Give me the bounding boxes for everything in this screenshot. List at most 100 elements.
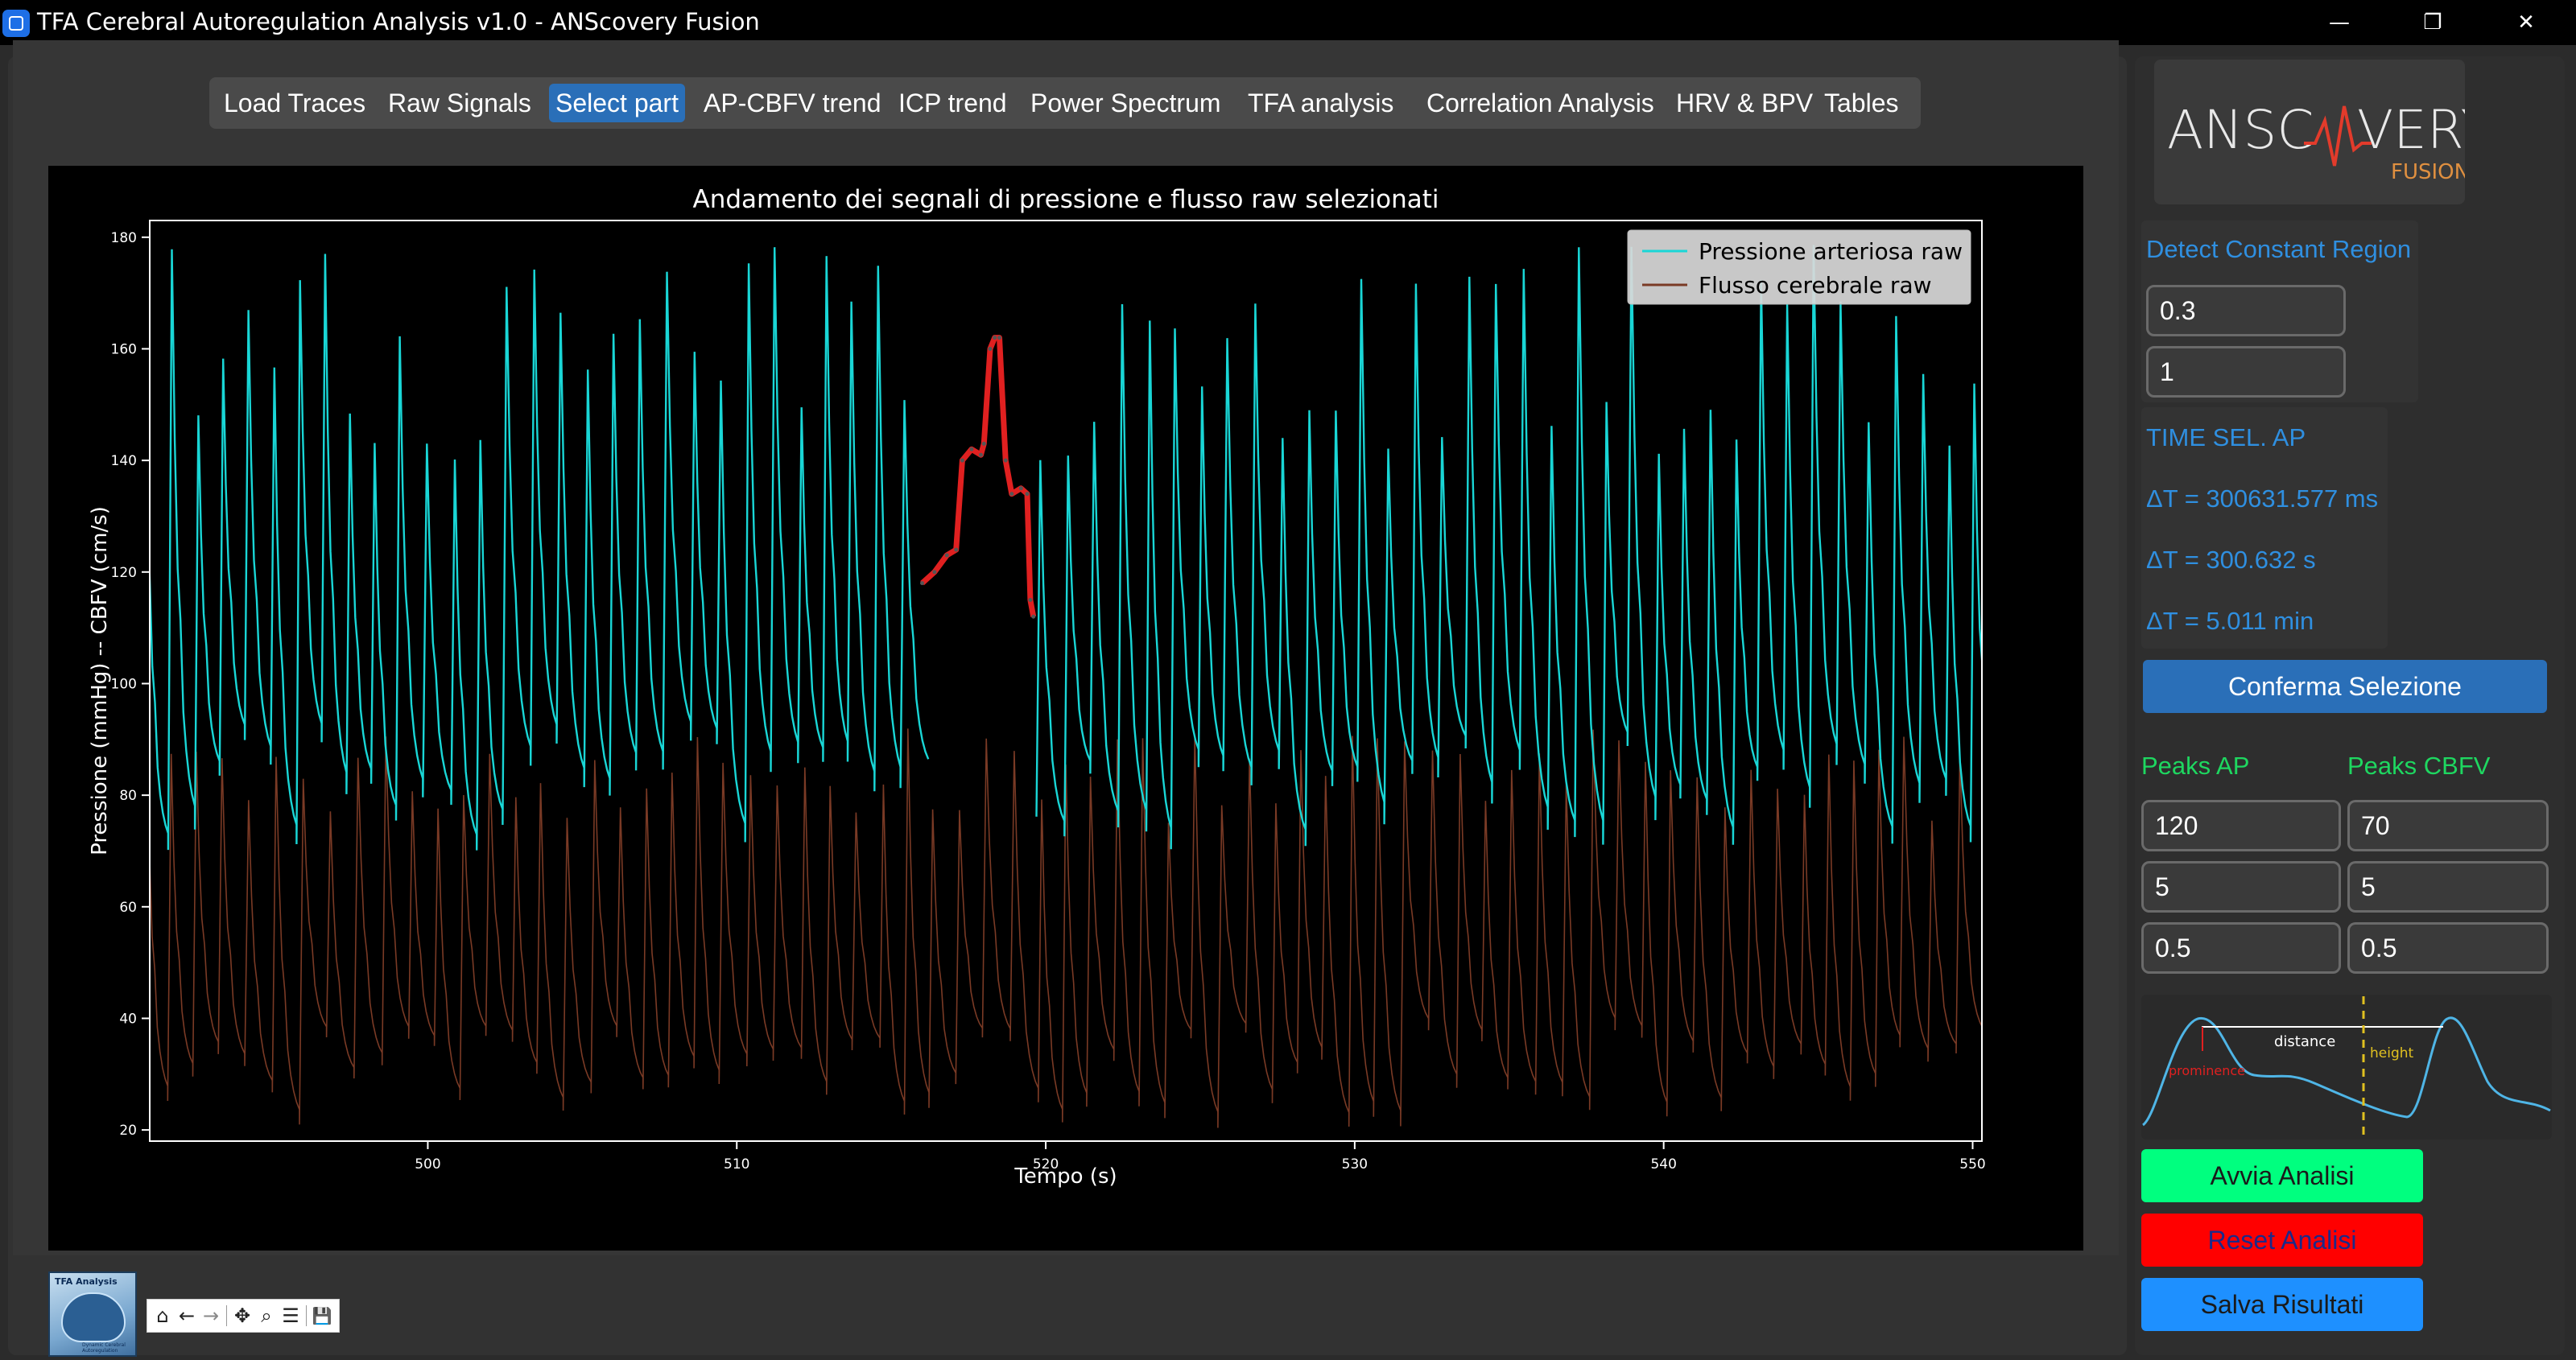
peaks-ap-height-input[interactable]: 120 bbox=[2141, 800, 2341, 851]
ap-series-line bbox=[150, 247, 930, 851]
y-tick-label: 140 bbox=[111, 453, 137, 469]
peak-parameters-diagram: distance height prominence bbox=[2141, 995, 2552, 1140]
cbfv-series-line bbox=[150, 728, 1982, 1128]
peaks-cbfv-prominence-input[interactable]: 0.5 bbox=[2347, 922, 2549, 974]
selection-point bbox=[1003, 458, 1008, 463]
peaks-ap-distance-input[interactable]: 5 bbox=[2141, 861, 2341, 913]
tab-power-spectrum[interactable]: Power Spectrum bbox=[1030, 89, 1221, 117]
chart-title: Andamento dei segnali di pressione e flu… bbox=[692, 185, 1439, 214]
y-tick-label: 160 bbox=[111, 341, 137, 357]
start-analysis-button[interactable]: Avvia Analisi bbox=[2141, 1149, 2423, 1202]
confirm-selection-button[interactable]: Conferma Selezione bbox=[2143, 660, 2547, 713]
logo-text-left: ANSC bbox=[2167, 99, 2314, 161]
delta-t-min: ΔT = 5.011 min bbox=[2146, 607, 2314, 635]
y-tick-label: 40 bbox=[119, 1011, 137, 1027]
close-button[interactable]: ✕ bbox=[2517, 10, 2535, 35]
save-figure-icon[interactable]: 💾 bbox=[312, 1306, 332, 1325]
home-icon[interactable]: ⌂ bbox=[156, 1304, 169, 1327]
title-bar: TFA Cerebral Autoregulation Analysis v1.… bbox=[0, 0, 2576, 45]
back-arrow-icon[interactable]: ← bbox=[178, 1304, 196, 1327]
app-icon bbox=[2, 10, 30, 37]
selection-point bbox=[978, 452, 983, 457]
selection-point bbox=[960, 458, 964, 463]
selection-point bbox=[997, 336, 1001, 340]
selection-point bbox=[993, 336, 997, 340]
y-tick-label: 20 bbox=[119, 1123, 137, 1139]
tab-tables[interactable]: Tables bbox=[1824, 89, 1899, 117]
y-tick-label: 80 bbox=[119, 788, 137, 804]
selection-point bbox=[932, 570, 937, 575]
x-tick-label: 500 bbox=[415, 1156, 440, 1172]
tab-correlation-analysis[interactable]: Correlation Analysis bbox=[1426, 89, 1654, 117]
selection-point bbox=[969, 447, 974, 451]
selection-point bbox=[1031, 614, 1036, 619]
heartbeat-icon bbox=[2304, 105, 2372, 167]
peaks-ap-prominence-input[interactable]: 0.5 bbox=[2141, 922, 2341, 974]
tab-tfa-analysis[interactable]: TFA analysis bbox=[1248, 89, 1394, 117]
x-axis-label: Tempo (s) bbox=[1013, 1164, 1117, 1189]
x-tick-label: 530 bbox=[1342, 1156, 1368, 1172]
selection-point bbox=[1028, 597, 1033, 602]
legend-label-ap: Pressione arteriosa raw bbox=[1699, 238, 1963, 265]
toolbar-separator bbox=[306, 1305, 307, 1326]
plot-toolbar: ⌂ ← → ✥ ⌕ ☰ 💾 bbox=[147, 1299, 340, 1333]
y-tick-label: 180 bbox=[111, 230, 137, 246]
selection-point bbox=[1009, 492, 1014, 497]
tab-raw-signals[interactable]: Raw Signals bbox=[388, 89, 531, 117]
x-tick-label: 540 bbox=[1650, 1156, 1676, 1172]
tab-hrv-bpv[interactable]: HRV & BPV bbox=[1676, 89, 1814, 117]
selected-segment[interactable] bbox=[920, 335, 1037, 617]
detect-window-input[interactable]: 1 bbox=[2146, 346, 2346, 398]
selection-point bbox=[981, 441, 986, 446]
tab-select-part[interactable]: Select part bbox=[549, 84, 685, 122]
y-axis-label: Pressione (mmHg) -- CBFV (cm/s) bbox=[88, 506, 112, 855]
tab-load-traces[interactable]: Load Traces bbox=[224, 89, 366, 117]
tab-bar: Load Traces Raw Signals Select part AP-C… bbox=[209, 77, 1921, 129]
selection-point bbox=[944, 553, 949, 558]
peaks-ap-label: Peaks AP bbox=[2141, 752, 2250, 780]
peaks-cbfv-height-input[interactable]: 70 bbox=[2347, 800, 2549, 851]
logo-sub: FUSION bbox=[2391, 160, 2465, 184]
ap-series-line bbox=[1035, 245, 1982, 850]
save-results-button[interactable]: Salva Risultati bbox=[2141, 1278, 2423, 1331]
toolbar-separator bbox=[226, 1305, 227, 1326]
pan-icon[interactable]: ✥ bbox=[233, 1304, 251, 1327]
delta-t-s: ΔT = 300.632 s bbox=[2146, 546, 2316, 574]
tab-ap-cbfv-trend[interactable]: AP-CBFV trend bbox=[704, 89, 881, 117]
plot-canvas[interactable]: 500 510 520 530 540 550 20 40 60 80 100 120 140 160 18… bbox=[48, 166, 2083, 1251]
y-tick-label: 60 bbox=[119, 900, 137, 916]
detect-threshold-input[interactable]: 0.3 bbox=[2146, 285, 2346, 336]
restore-button[interactable]: ❐ bbox=[2423, 10, 2442, 35]
brain-icon bbox=[61, 1292, 126, 1342]
peaks-cbfv-label: Peaks CBFV bbox=[2347, 752, 2491, 780]
x-tick-label: 550 bbox=[1959, 1156, 1985, 1172]
selection-point bbox=[1018, 486, 1023, 491]
app-thumbnail: TFA Analysis Dynamic Cerebral Autoregula… bbox=[48, 1271, 137, 1357]
x-tick-label: 510 bbox=[724, 1156, 749, 1172]
selection-point bbox=[1025, 492, 1030, 497]
forward-arrow-icon[interactable]: → bbox=[202, 1304, 220, 1327]
selection-point bbox=[988, 346, 993, 351]
window-title: TFA Cerebral Autoregulation Analysis v1.… bbox=[37, 8, 760, 35]
peaks-cbfv-distance-input[interactable]: 5 bbox=[2347, 861, 2549, 913]
zoom-icon[interactable]: ⌕ bbox=[261, 1304, 272, 1327]
waveform-line bbox=[2141, 1016, 2551, 1127]
configure-icon[interactable]: ☰ bbox=[282, 1304, 299, 1327]
logo-graphic: ANSC VERY FUSION bbox=[2167, 99, 2465, 184]
time-sel-label: TIME SEL. AP bbox=[2146, 423, 2306, 451]
logo: ANSC VERY FUSION bbox=[2154, 60, 2465, 204]
time-selection-group bbox=[2141, 407, 2388, 649]
peak-diagram-graphic: distance height prominence bbox=[2141, 996, 2551, 1138]
minimize-button[interactable]: — bbox=[2329, 10, 2350, 35]
tab-icp-trend[interactable]: ICP trend bbox=[898, 89, 1007, 117]
logo-text-right: VERY bbox=[2357, 99, 2465, 161]
selection-point bbox=[920, 581, 925, 586]
selection-point bbox=[954, 547, 959, 552]
legend: Pressione arteriosa raw Flusso cerebrale… bbox=[1627, 229, 1971, 305]
thumbnail-title: TFA Analysis bbox=[55, 1276, 118, 1287]
height-label: height bbox=[2370, 1045, 2414, 1061]
x-tick-label: 520 bbox=[1033, 1156, 1059, 1172]
reset-analysis-button[interactable]: Reset Analisi bbox=[2141, 1214, 2423, 1267]
plot-frame bbox=[149, 220, 1983, 1142]
thumbnail-subtitle: Dynamic Cerebral Autoregulation bbox=[82, 1342, 126, 1354]
